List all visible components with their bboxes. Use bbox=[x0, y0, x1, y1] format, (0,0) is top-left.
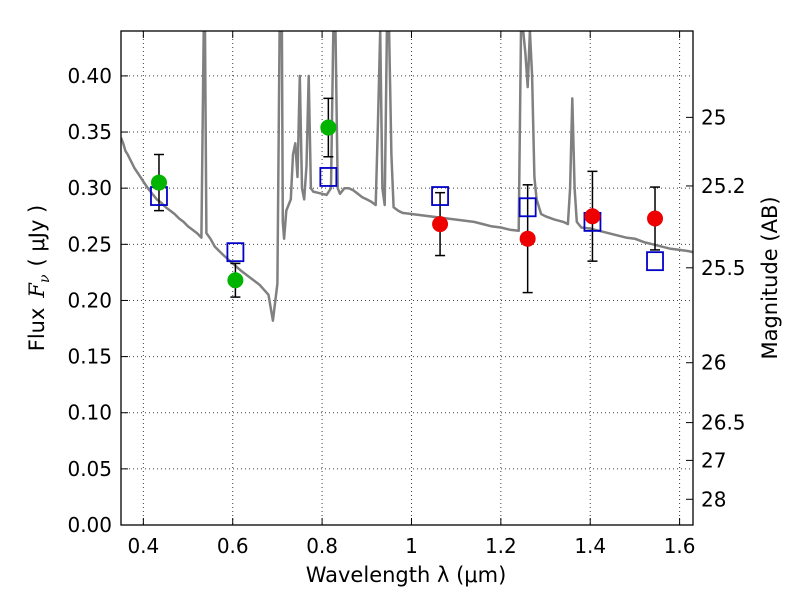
y-axis-label-prefix: Flux bbox=[25, 308, 49, 352]
y-tick-label: 0.35 bbox=[67, 120, 112, 144]
y-axis-label: Flux Fν ( μJy ) bbox=[25, 205, 53, 351]
x-tick-label: 0.6 bbox=[217, 534, 249, 558]
data-point-marker bbox=[227, 272, 244, 289]
y-axis-ticks: 0.00 0.05 0.10 0.15 0.20 0.25 0.30 0.35 0.40 bbox=[67, 64, 128, 537]
right-axis-ticks: 25 25.2 25.5 26 26.5 27 28 bbox=[686, 105, 746, 511]
spectrum-line bbox=[121, 31, 693, 322]
plot-area bbox=[121, 31, 693, 525]
x-axis-ticks: 0.4 0.6 0.8 1 1.2 1.4 1.6 bbox=[127, 31, 696, 558]
y-tick-label: 0.10 bbox=[67, 401, 112, 425]
right-tick-label: 26.5 bbox=[701, 411, 746, 435]
y-axis-label-unit: ( μJy ) bbox=[25, 205, 49, 267]
x-tick-label: 0.8 bbox=[306, 534, 338, 558]
y-axis-label-symbol: F bbox=[25, 282, 49, 299]
data-point-marker bbox=[320, 119, 337, 136]
right-axis-label: Magnitude (AB) bbox=[758, 196, 782, 359]
x-tick-label: 0.4 bbox=[127, 534, 159, 558]
model-square-marker bbox=[518, 197, 537, 218]
data-point-marker bbox=[432, 216, 449, 233]
y-tick-label: 0.15 bbox=[67, 345, 112, 369]
model-square-marker bbox=[226, 242, 245, 263]
x-tick-label: 1 bbox=[405, 534, 418, 558]
right-tick-label: 25.5 bbox=[701, 256, 746, 280]
y-axis-label-subscript: ν bbox=[37, 274, 53, 283]
model-square-marker bbox=[646, 251, 664, 272]
points-layer bbox=[150, 97, 664, 298]
spectrum-layer bbox=[121, 31, 693, 322]
y-tick-label: 0.00 bbox=[67, 513, 112, 537]
grid-lines bbox=[121, 31, 693, 525]
x-tick-label: 1.4 bbox=[574, 534, 606, 558]
right-tick-label: 25.2 bbox=[701, 174, 746, 198]
plot-frame bbox=[120, 30, 694, 526]
y-tick-label: 0.05 bbox=[67, 457, 112, 481]
y-tick-label: 0.25 bbox=[67, 232, 112, 256]
right-tick-label: 26 bbox=[701, 351, 726, 375]
x-axis-label: Wavelength λ (μm) bbox=[306, 563, 507, 587]
right-tick-label: 28 bbox=[701, 487, 726, 511]
right-tick-label: 25 bbox=[701, 105, 726, 129]
model-square-marker bbox=[319, 167, 338, 187]
y-tick-label: 0.40 bbox=[67, 64, 112, 88]
y-tick-label: 0.30 bbox=[67, 176, 112, 200]
y-tick-label: 0.20 bbox=[67, 288, 112, 312]
data-point-marker bbox=[519, 230, 536, 247]
x-tick-label: 1.6 bbox=[664, 534, 696, 558]
model-square-marker bbox=[431, 186, 449, 206]
x-tick-label: 1.2 bbox=[485, 534, 517, 558]
data-point-marker bbox=[584, 208, 601, 225]
right-tick-label: 27 bbox=[701, 448, 726, 472]
data-point-marker bbox=[647, 210, 664, 227]
data-point-marker bbox=[150, 174, 167, 191]
